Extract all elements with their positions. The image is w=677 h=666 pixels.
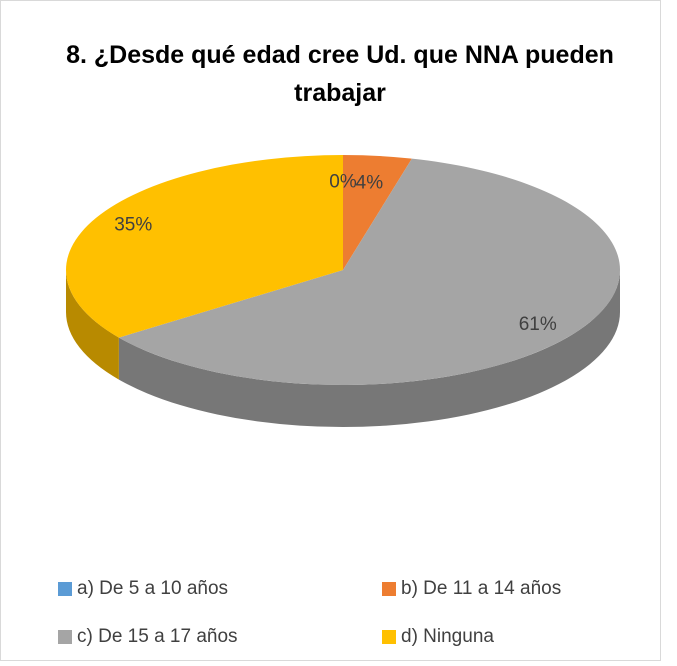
slice-side xyxy=(118,270,621,427)
chart-title: 8. ¿Desde qué edad cree Ud. que NNA pued… xyxy=(66,41,614,107)
legend-label: b) De 11 a 14 años xyxy=(401,578,561,599)
legend-label: d) Ninguna xyxy=(401,626,494,647)
legend-swatch xyxy=(58,630,72,644)
slice-side xyxy=(66,270,119,380)
legend-swatch xyxy=(382,630,396,644)
slice xyxy=(118,158,621,385)
data-label: 4% xyxy=(356,172,384,193)
data-label: 35% xyxy=(114,215,152,236)
legend-swatch xyxy=(58,582,72,596)
legend-swatch xyxy=(382,582,396,596)
slice xyxy=(66,155,343,338)
slice xyxy=(343,155,412,270)
data-label: 0% xyxy=(329,172,357,193)
legend-label: a) De 5 a 10 años xyxy=(77,578,228,599)
legend-label: c) De 15 a 17 años xyxy=(77,626,238,647)
data-label: 61% xyxy=(519,314,557,335)
